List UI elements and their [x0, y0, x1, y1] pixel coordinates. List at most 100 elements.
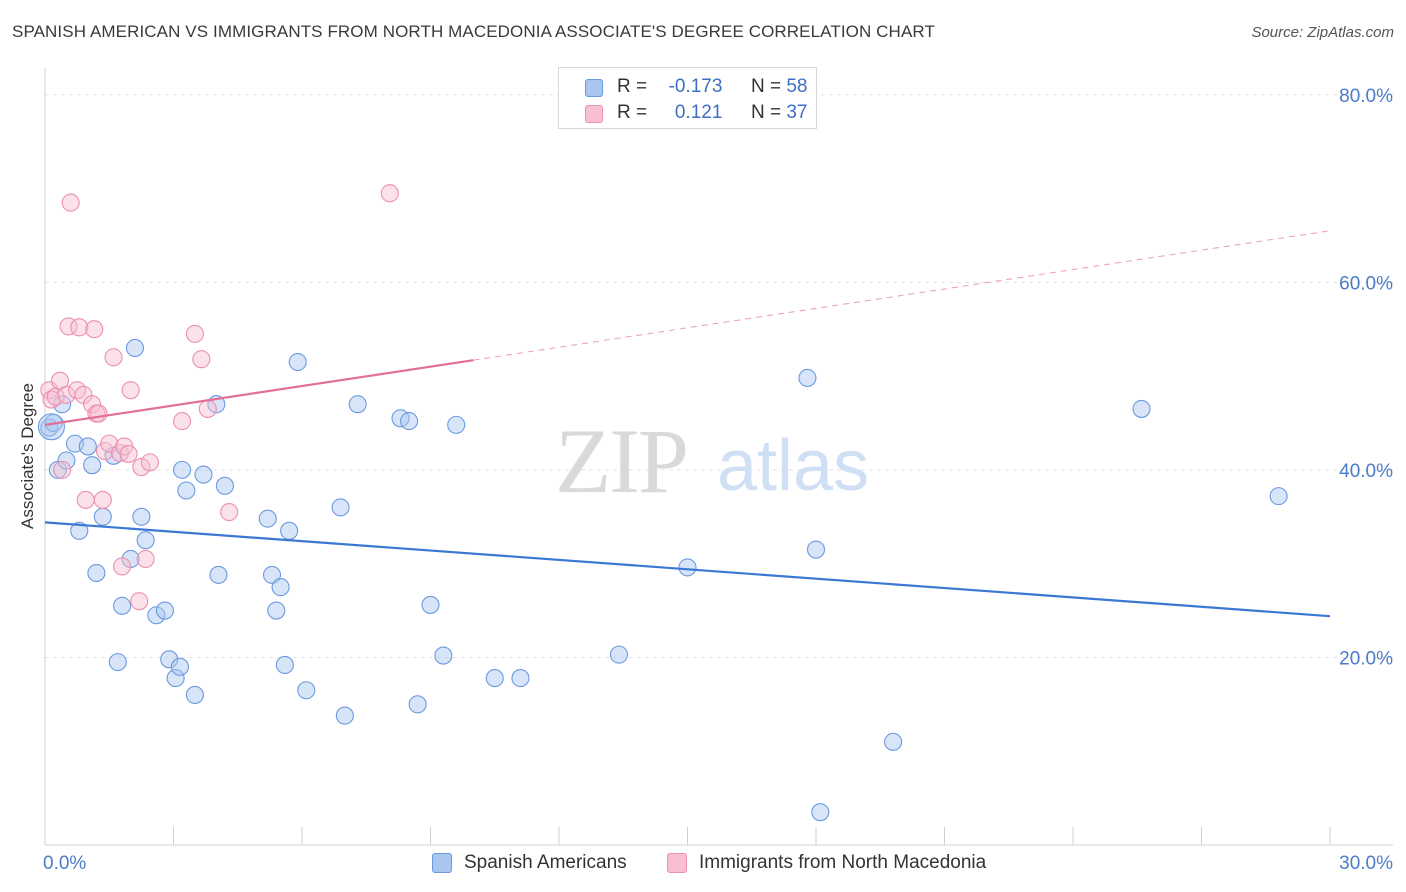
point-spanish-americans: [421, 595, 440, 614]
n-label: N =: [750, 76, 782, 97]
point-spanish-americans: [155, 601, 174, 620]
point-spanish-americans: [609, 645, 629, 664]
point-spanish-americans: [348, 395, 367, 414]
point-spanish-americans: [209, 565, 228, 584]
point-north-macedonia: [132, 458, 151, 477]
point-spanish-americans: [811, 803, 830, 822]
point-spanish-americans: [798, 368, 817, 388]
point-spanish-americans: [678, 558, 697, 577]
x-tick-label: 30.0%: [1339, 853, 1393, 874]
point-spanish-americans: [177, 481, 196, 500]
point-spanish-americans: [147, 606, 166, 625]
y-tick-label: 80.0%: [1339, 86, 1393, 107]
tick-labels: 20.0% 40.0% 60.0% 80.0% 0.0% 30.0%: [43, 86, 1393, 874]
point-spanish-americans: [93, 507, 112, 526]
point-north-macedonia: [89, 404, 108, 423]
point-north-macedonia: [53, 460, 72, 479]
point-spanish-americans: [108, 653, 127, 672]
point-spanish-americans: [37, 413, 65, 441]
point-spanish-americans: [53, 395, 72, 414]
point-north-macedonia: [121, 381, 140, 400]
point-north-macedonia: [130, 592, 149, 611]
point-north-macedonia: [192, 350, 211, 369]
point-spanish-americans: [57, 451, 76, 470]
point-spanish-americans: [884, 732, 903, 751]
point-north-macedonia: [68, 381, 87, 400]
point-north-macedonia: [104, 348, 123, 367]
point-spanish-americans: [132, 507, 151, 526]
point-spanish-americans: [434, 646, 453, 665]
n-value: 58: [786, 76, 808, 97]
point-spanish-americans: [166, 669, 185, 688]
point-spanish-americans: [806, 540, 826, 559]
point-spanish-americans: [297, 681, 316, 700]
r-value: 0.121: [674, 102, 723, 123]
trend-line-north-macedonia-extension: [473, 230, 1331, 361]
point-spanish-americans: [408, 695, 427, 714]
point-spanish-americans: [267, 601, 286, 620]
point-spanish-americans: [87, 563, 106, 583]
point-spanish-americans: [511, 669, 530, 688]
point-north-macedonia: [173, 412, 192, 431]
point-spanish-americans: [173, 460, 192, 479]
point-spanish-americans: [113, 596, 132, 615]
chart-title: SPANISH AMERICAN VS IMMIGRANTS FROM NORT…: [12, 22, 935, 41]
point-spanish-americans: [1132, 399, 1151, 418]
x-tick-label: 0.0%: [43, 853, 86, 874]
y-axis-title: Associate's Degree: [18, 383, 37, 529]
trend-line-spanish-americans: [44, 521, 1331, 618]
legend-swatch-blue: [432, 853, 452, 873]
point-north-macedonia: [136, 549, 155, 569]
y-tick-label: 20.0%: [1339, 648, 1393, 669]
point-spanish-americans: [194, 465, 213, 484]
point-spanish-americans: [136, 531, 155, 550]
n-value: 37: [786, 102, 808, 123]
point-spanish-americans: [400, 412, 419, 431]
point-north-macedonia: [113, 557, 132, 576]
point-spanish-americans: [160, 650, 179, 669]
point-north-macedonia: [76, 490, 95, 509]
grid-lines: [45, 94, 1393, 658]
point-spanish-americans: [215, 476, 234, 495]
watermark-atlas: atlas: [717, 426, 869, 506]
point-north-macedonia: [119, 444, 138, 463]
point-spanish-americans: [70, 521, 89, 540]
point-north-macedonia: [380, 184, 399, 203]
point-north-macedonia: [83, 395, 102, 414]
point-spanish-americans: [331, 498, 350, 517]
point-spanish-americans: [125, 338, 144, 358]
legend-row-text: R = -0.173 N = 58: [617, 76, 807, 98]
legend-label: Spanish Americans: [464, 852, 627, 873]
y-tick-label: 40.0%: [1339, 461, 1393, 482]
trend-line-north-macedonia: [44, 359, 474, 426]
r-value: -0.173: [668, 76, 723, 97]
point-spanish-americans: [170, 657, 189, 676]
watermark: ZIP atlas: [555, 410, 869, 512]
axes: [44, 68, 1393, 846]
legend-swatch-pink: [667, 853, 687, 873]
legend-label: Immigrants from North Macedonia: [699, 852, 987, 873]
point-spanish-americans: [485, 669, 504, 688]
point-spanish-americans: [83, 456, 102, 475]
point-spanish-americans: [271, 578, 290, 597]
y-tick-label: 60.0%: [1339, 273, 1393, 294]
correlation-legend: R = -0.173 N = 58 R = 0.121 N = 37: [558, 67, 817, 129]
point-north-macedonia: [85, 320, 104, 339]
legend-swatch-pink: [585, 105, 603, 123]
point-spanish-americans: [275, 655, 294, 674]
series-legend: Spanish Americans Immigrants from North …: [0, 851, 1406, 879]
point-north-macedonia: [61, 193, 80, 212]
point-north-macedonia: [198, 399, 217, 418]
watermark-zip: ZIP: [555, 410, 687, 512]
point-spanish-americans: [185, 685, 204, 705]
point-north-macedonia: [140, 453, 159, 472]
point-spanish-americans: [78, 437, 97, 456]
point-spanish-americans: [335, 706, 354, 725]
point-north-macedonia: [70, 318, 89, 337]
r-label: R =: [617, 102, 648, 123]
point-spanish-americans: [258, 509, 277, 528]
source-label: Source: ZipAtlas.com: [1251, 24, 1394, 41]
point-north-macedonia: [185, 324, 204, 343]
n-label: N =: [750, 102, 782, 123]
